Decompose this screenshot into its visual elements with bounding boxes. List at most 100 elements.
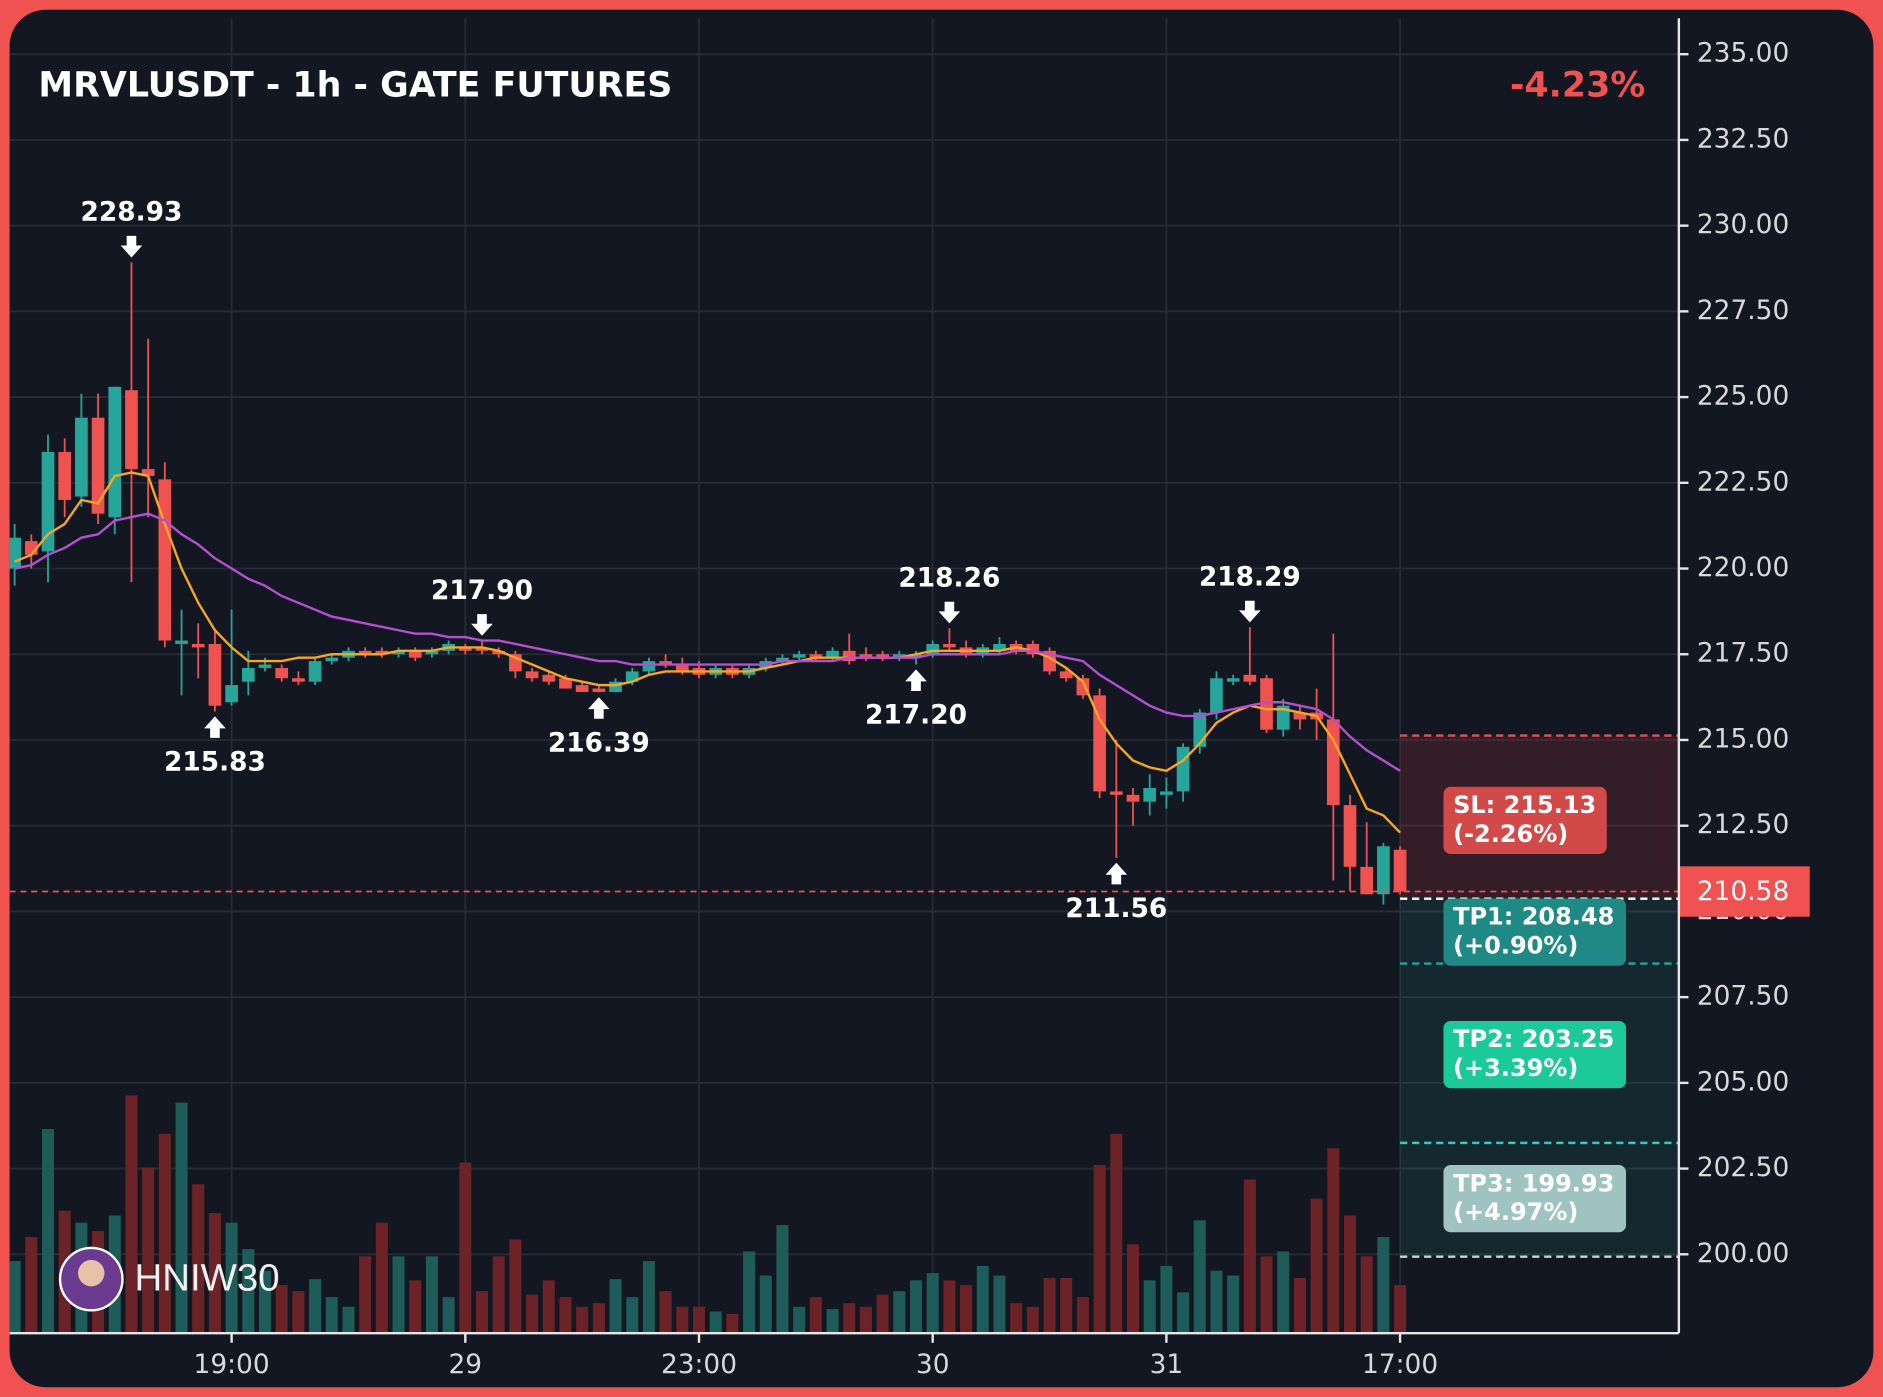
volume-bar [1343, 1215, 1357, 1334]
candle-body [1276, 705, 1290, 730]
extreme-label: 217.90 [431, 575, 533, 606]
candle-body [58, 451, 72, 500]
watermark: HNIW30 [135, 1256, 280, 1299]
volume-bar [926, 1273, 939, 1334]
last-price-label: 210.58 [1697, 876, 1789, 907]
volume-bar [1143, 1280, 1156, 1334]
volume-bar [1394, 1285, 1407, 1334]
volume-bar [1076, 1297, 1089, 1334]
candle-body [1210, 678, 1223, 713]
y-tick-label: 207.50 [1697, 981, 1789, 1012]
volume-bar [1243, 1179, 1256, 1334]
candle-body [175, 640, 188, 644]
candle-body [1326, 719, 1340, 806]
volume-bar [342, 1306, 355, 1334]
last-price-tag [1678, 866, 1810, 917]
volume-bar [1110, 1133, 1123, 1334]
candle-body [1377, 846, 1390, 895]
volume-bar [960, 1285, 973, 1334]
candle-body [475, 647, 489, 651]
candle-body [842, 650, 856, 662]
candle-body [258, 664, 272, 668]
extreme-label: 218.29 [1199, 561, 1301, 592]
candle-body [909, 654, 923, 658]
volume-bar [25, 1237, 38, 1334]
volume-bar [41, 1129, 55, 1334]
arrow-down [471, 614, 493, 636]
arrow-up [588, 697, 610, 719]
candle-body [1360, 866, 1374, 895]
ma-line [14, 512, 1401, 772]
volume-bar [1377, 1237, 1390, 1334]
candle-body [542, 674, 556, 682]
candle-body [1393, 849, 1407, 892]
volume-bar [642, 1261, 655, 1334]
candle-body [91, 417, 105, 514]
chart-title: MRVLUSDT - 1h - GATE FUTURES [38, 66, 672, 106]
volume-bar [1327, 1148, 1340, 1334]
arrow-up [905, 669, 927, 691]
volume-bar [843, 1303, 856, 1334]
candle-body [1126, 794, 1140, 802]
level-box [1443, 786, 1607, 855]
volume-bar [876, 1294, 889, 1334]
volume-bar [692, 1306, 706, 1334]
extreme-label: 211.56 [1065, 893, 1167, 924]
volume-bar [1260, 1256, 1273, 1334]
volume-bar [976, 1265, 989, 1334]
volume-bar [175, 1102, 188, 1334]
change: -4.23% [1510, 66, 1645, 106]
candle-body [225, 685, 238, 703]
overlay: 200.00202.50205.00207.50210.00212.50215.… [9, 38, 1810, 1380]
candle-body [575, 685, 589, 692]
candle-body [41, 451, 55, 552]
volume-bar [475, 1291, 489, 1334]
candle-body [292, 678, 305, 682]
level-label: TP2: 203.25 [1453, 1025, 1614, 1053]
extreme-label: 216.39 [548, 727, 650, 758]
candle-body [1226, 678, 1240, 682]
level-box [1443, 1020, 1627, 1089]
volume [9, 1095, 1407, 1334]
grid [9, 18, 1679, 1334]
volume-bar [859, 1306, 872, 1334]
arrow-down [1239, 600, 1261, 623]
candle-body [1343, 805, 1357, 867]
volume-bar [1293, 1277, 1306, 1334]
level-label: TP1: 208.48 [1453, 903, 1614, 931]
volume-bar [258, 1270, 272, 1334]
x-tick-label: 30 [916, 1349, 950, 1380]
volume-bar [158, 1133, 171, 1334]
volume-bar [726, 1313, 739, 1334]
volume-bar [1043, 1277, 1056, 1334]
extreme-label: 228.93 [81, 197, 183, 228]
volume-bar [409, 1280, 422, 1334]
level-change: (-2.26%) [1453, 820, 1568, 848]
candle-body [1109, 791, 1123, 795]
candle-body [859, 654, 873, 658]
y-tick-label: 227.50 [1697, 295, 1789, 326]
volume-bar [743, 1251, 756, 1334]
candle-body [625, 671, 639, 682]
volume-bar [1310, 1198, 1323, 1334]
level-change: (+4.97%) [1453, 1198, 1578, 1226]
volume-bar [676, 1306, 689, 1334]
volume-bar [893, 1291, 906, 1334]
volume-bar [442, 1297, 455, 1334]
y-tick-label: 212.50 [1697, 809, 1789, 840]
candle-body [1026, 643, 1040, 655]
volume-bar [626, 1297, 639, 1334]
level-change: (+0.90%) [1453, 931, 1578, 959]
arrow-down [120, 235, 143, 258]
volume-bar [242, 1249, 255, 1334]
volume-bar [943, 1280, 956, 1334]
candle-body [876, 654, 889, 658]
candle-body [392, 650, 405, 655]
x-tick-label: 23:00 [661, 1349, 737, 1380]
volume-bar [375, 1222, 388, 1334]
candle-body [559, 678, 572, 689]
extreme-label: 215.83 [164, 747, 266, 778]
y-tick-label: 235.00 [1697, 38, 1789, 69]
candle-body [325, 657, 339, 662]
